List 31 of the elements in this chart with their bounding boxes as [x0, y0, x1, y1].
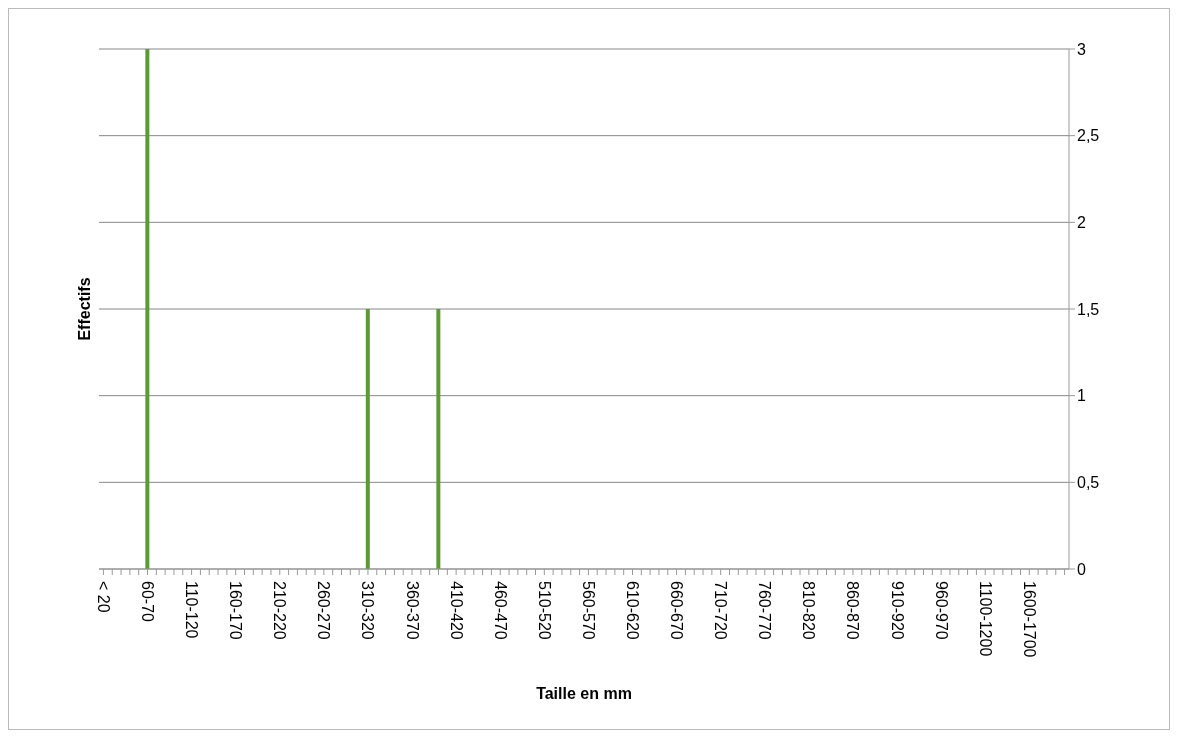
x-tick-label: 610-620 — [624, 581, 641, 640]
x-tick-label: 660-670 — [668, 581, 686, 640]
y-tick-label: 2,5 — [1077, 127, 1100, 145]
x-tick-label: 360-370 — [403, 581, 421, 640]
y-tick-label: 1 — [1077, 387, 1086, 405]
x-tick-label: 110-120 — [183, 581, 201, 639]
x-tick-label: 60-70 — [139, 581, 156, 623]
x-tick-label: 1100-1200 — [976, 581, 994, 657]
y-tick-label: 0,5 — [1077, 474, 1100, 492]
y-tick-label: 3 — [1077, 40, 1086, 58]
y-tick-label: 1,5 — [1077, 300, 1100, 318]
x-tick-label: 760-770 — [756, 581, 774, 640]
y-axis-title: Effectifs — [75, 277, 93, 341]
x-tick-label: 460-470 — [491, 581, 509, 640]
x-tick-label: 410-420 — [447, 581, 465, 640]
x-tick-label: 710-720 — [712, 581, 730, 640]
x-tick-label: 210-220 — [271, 581, 289, 640]
x-tick-label: 160-170 — [227, 581, 245, 640]
x-tick-label: 260-270 — [315, 581, 333, 640]
x-tick-label: 1600-1700 — [1020, 581, 1038, 658]
x-tick-label: 810-820 — [800, 581, 818, 640]
x-tick-label: < 20 — [94, 581, 112, 613]
x-axis-title: Taille en mm — [536, 685, 632, 702]
x-tick-label: 910-920 — [888, 581, 906, 640]
x-tick-label: 510-520 — [535, 581, 553, 640]
x-tick-label: 860-870 — [844, 581, 862, 640]
y-tick-label: 2 — [1077, 214, 1086, 232]
x-tick-label: 560-570 — [579, 581, 597, 640]
x-tick-label: 960-970 — [932, 581, 950, 640]
y-tick-label: 0 — [1077, 560, 1086, 578]
x-tick-label: 310-320 — [359, 581, 377, 640]
